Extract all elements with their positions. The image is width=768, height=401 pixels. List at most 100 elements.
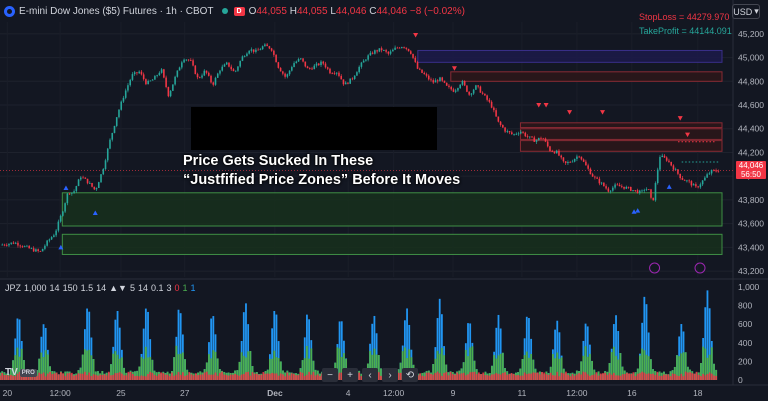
candle-body bbox=[524, 132, 527, 137]
indicator-name: JPZ bbox=[5, 283, 22, 293]
candle-body bbox=[282, 71, 284, 74]
histogram-bar bbox=[569, 376, 572, 380]
candle-body bbox=[349, 78, 351, 84]
reset-button[interactable]: ⟲ bbox=[402, 368, 418, 382]
zoom-out-button[interactable]: − bbox=[322, 368, 338, 382]
histogram-bar bbox=[704, 348, 707, 380]
histogram-bar bbox=[634, 376, 637, 380]
histogram-bar bbox=[306, 374, 308, 380]
histogram-bar bbox=[373, 348, 376, 380]
current-price-tag: 44,046 56:50 bbox=[736, 161, 766, 179]
zoom-in-button[interactable]: + bbox=[342, 368, 358, 382]
histogram-bar bbox=[125, 375, 128, 380]
price-tick-label: 43,400 bbox=[738, 242, 764, 252]
histogram-bar bbox=[147, 311, 149, 380]
histogram-bar bbox=[83, 371, 86, 380]
histogram-bar bbox=[121, 357, 123, 380]
candle-body bbox=[50, 237, 53, 240]
candle-body bbox=[14, 242, 17, 244]
candle-body bbox=[690, 181, 693, 186]
histogram-bar bbox=[162, 373, 165, 380]
scroll-right-button[interactable]: › bbox=[382, 368, 398, 382]
candle-body bbox=[198, 77, 201, 79]
candle-body bbox=[201, 75, 203, 78]
indicator-tick-label: 400 bbox=[738, 338, 752, 348]
indicator-param: 1,000 bbox=[24, 283, 47, 293]
histogram-bar bbox=[247, 351, 250, 380]
candle-body bbox=[432, 80, 435, 83]
candle-body bbox=[82, 177, 84, 179]
histogram-bar bbox=[480, 374, 482, 380]
histogram-bar bbox=[301, 372, 304, 380]
candle-body bbox=[670, 161, 672, 166]
green-zone bbox=[61, 233, 723, 255]
candle-body bbox=[8, 243, 10, 246]
histogram-bar bbox=[406, 308, 408, 380]
histogram-bar bbox=[179, 353, 182, 380]
candle-body bbox=[452, 89, 455, 92]
candle-body bbox=[416, 62, 419, 69]
histogram-bar bbox=[140, 375, 143, 380]
histogram-bar bbox=[173, 375, 176, 380]
buy-signal-arrow bbox=[92, 210, 98, 215]
histogram-bar bbox=[121, 373, 123, 380]
time-tick-label: 18 bbox=[693, 388, 703, 398]
histogram-bar bbox=[589, 375, 591, 380]
candle-body bbox=[587, 165, 589, 169]
histogram-bar bbox=[656, 371, 659, 380]
candle-body bbox=[353, 75, 356, 79]
candle-body bbox=[488, 99, 491, 102]
histogram-bar bbox=[702, 346, 705, 380]
candle-body bbox=[461, 81, 464, 85]
zoom-toolbar: − + ‹ › ⟲ bbox=[322, 368, 418, 382]
histogram-bar bbox=[86, 375, 88, 380]
candle-body bbox=[68, 193, 71, 195]
tradingview-logo[interactable]: TV PRO bbox=[5, 367, 37, 378]
histogram-bar bbox=[514, 375, 517, 380]
histogram-bar bbox=[90, 355, 93, 380]
candle-body bbox=[3, 244, 6, 246]
candle-body bbox=[508, 131, 511, 133]
symbol-title[interactable]: E-mini Dow Jones ($5) Futures · 1h · CBO… bbox=[19, 5, 214, 17]
histogram-bar bbox=[369, 350, 371, 380]
currency-label: USD bbox=[733, 6, 753, 17]
candle-body bbox=[499, 121, 502, 125]
histogram-bar bbox=[693, 373, 696, 380]
histogram-bar bbox=[547, 374, 550, 380]
close-value: 44,046 bbox=[376, 5, 408, 17]
histogram-bar bbox=[508, 374, 511, 380]
histogram-bar bbox=[556, 352, 559, 380]
candle-body bbox=[383, 50, 385, 51]
candle-body bbox=[221, 66, 224, 71]
histogram-bar bbox=[116, 310, 119, 380]
scroll-left-button[interactable]: ‹ bbox=[362, 368, 378, 382]
histogram-bar bbox=[554, 358, 556, 380]
candle-body bbox=[594, 176, 596, 178]
candle-body bbox=[533, 137, 536, 142]
candle-body bbox=[430, 79, 432, 81]
histogram-bar bbox=[292, 373, 295, 380]
candle-body bbox=[515, 133, 518, 135]
histogram-bar bbox=[449, 372, 452, 380]
buy-signal-arrow bbox=[635, 208, 641, 213]
histogram-bar bbox=[266, 373, 269, 380]
histogram-bar bbox=[64, 375, 67, 380]
histogram-bar bbox=[343, 353, 345, 380]
histogram-bar bbox=[16, 373, 19, 380]
currency-button[interactable]: USD ▾ bbox=[732, 4, 760, 19]
candle-body bbox=[140, 71, 143, 75]
histogram-bar bbox=[501, 352, 504, 380]
histogram-bar bbox=[460, 373, 463, 380]
histogram-bar bbox=[238, 361, 241, 380]
candle-body bbox=[115, 117, 118, 126]
histogram-bar bbox=[9, 374, 12, 380]
candle-body bbox=[632, 190, 634, 191]
candle-body bbox=[73, 191, 75, 193]
candle-body bbox=[142, 74, 145, 80]
candle-body bbox=[497, 116, 500, 122]
histogram-bar bbox=[105, 375, 108, 380]
histogram-bar bbox=[275, 357, 278, 380]
indicator-legend[interactable]: JPZ 1,000 14 150 1.5 14 ▲▼ 5 14 0.1 3 0 … bbox=[5, 283, 199, 293]
candle-body bbox=[219, 70, 221, 74]
